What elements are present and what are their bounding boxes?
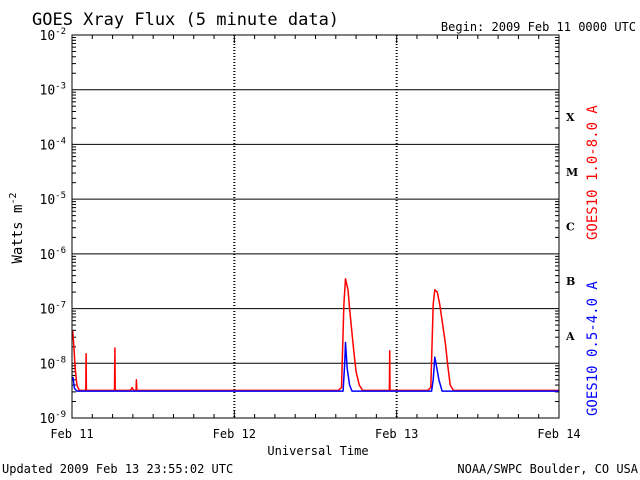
- y-axis-label-main: Watts m: [10, 205, 26, 264]
- series-line-1: [71, 341, 559, 392]
- plot-frame: [71, 34, 560, 419]
- y-tick-label-6: 10-3: [40, 82, 67, 99]
- flare-class-B: B: [566, 275, 575, 288]
- flare-class-labels: A B C M X: [565, 111, 578, 343]
- flare-class-X: X: [566, 111, 575, 124]
- y-tick-label-7: 10-2: [40, 27, 67, 44]
- y-tick-label-5: 10-4: [40, 136, 67, 153]
- y-tick-label-3: 10-6: [40, 246, 67, 263]
- y-tick-label-2: 10-7: [40, 301, 67, 318]
- y-tick-labels: 10-9 10-8 10-7 10-6 10-5 10-4 10-3 10-2: [40, 27, 67, 427]
- y-tick-label-4: 10-5: [40, 191, 67, 208]
- y-tick-label-0: 10-9: [40, 410, 67, 427]
- flare-class-C: C: [566, 221, 575, 234]
- x-axis-label: Universal Time: [267, 444, 368, 458]
- flare-class-M: M: [566, 166, 578, 179]
- chart-title: GOES Xray Flux (5 minute data): [32, 10, 339, 30]
- series-lines: [71, 278, 559, 392]
- axis-minor-ticks: [71, 35, 560, 418]
- x-tick-label-2: Feb 13: [375, 427, 418, 441]
- legend-series-short: GOES10 0.5-4.0 A: [585, 281, 601, 416]
- y-tick-label-1: 10-8: [40, 355, 67, 372]
- y-axis-label-sup: -2: [8, 192, 19, 204]
- y-axis-label: Watts m-2: [8, 192, 26, 263]
- grid-lines: [72, 35, 559, 418]
- series-line-0: [71, 278, 559, 392]
- flare-class-A: A: [565, 330, 575, 343]
- x-tick-label-3: Feb 14: [537, 427, 580, 441]
- x-tick-label-0: Feb 11: [50, 427, 93, 441]
- x-tick-labels: Feb 11 Feb 12 Feb 13 Feb 14: [50, 427, 580, 441]
- footer-updated: Updated 2009 Feb 13 23:55:02 UTC: [2, 462, 233, 476]
- footer-credit: NOAA/SWPC Boulder, CO USA: [457, 462, 638, 476]
- legend-series-long: GOES10 1.0-8.0 A: [585, 105, 601, 240]
- x-tick-label-1: Feb 12: [213, 427, 256, 441]
- begin-date: Begin: 2009 Feb 11 0000 UTC: [441, 20, 636, 34]
